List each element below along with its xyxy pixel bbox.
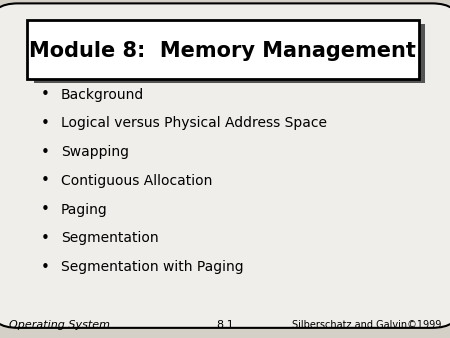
Text: Segmentation: Segmentation: [61, 231, 158, 245]
Text: Module 8:  Memory Management: Module 8: Memory Management: [29, 41, 416, 62]
Text: 8.1: 8.1: [216, 320, 234, 330]
Text: •: •: [40, 173, 50, 188]
Text: •: •: [40, 87, 50, 102]
Text: Paging: Paging: [61, 202, 108, 217]
Text: Swapping: Swapping: [61, 145, 129, 159]
Text: Operating System: Operating System: [9, 320, 110, 330]
Text: Logical versus Physical Address Space: Logical versus Physical Address Space: [61, 116, 327, 130]
Text: •: •: [40, 231, 50, 246]
Text: •: •: [40, 116, 50, 131]
Text: Background: Background: [61, 88, 144, 102]
Text: Segmentation with Paging: Segmentation with Paging: [61, 260, 243, 274]
Text: Silberschatz and Galvin©1999: Silberschatz and Galvin©1999: [292, 320, 441, 330]
Text: •: •: [40, 145, 50, 160]
Text: Contiguous Allocation: Contiguous Allocation: [61, 174, 212, 188]
Text: •: •: [40, 260, 50, 274]
Text: •: •: [40, 202, 50, 217]
